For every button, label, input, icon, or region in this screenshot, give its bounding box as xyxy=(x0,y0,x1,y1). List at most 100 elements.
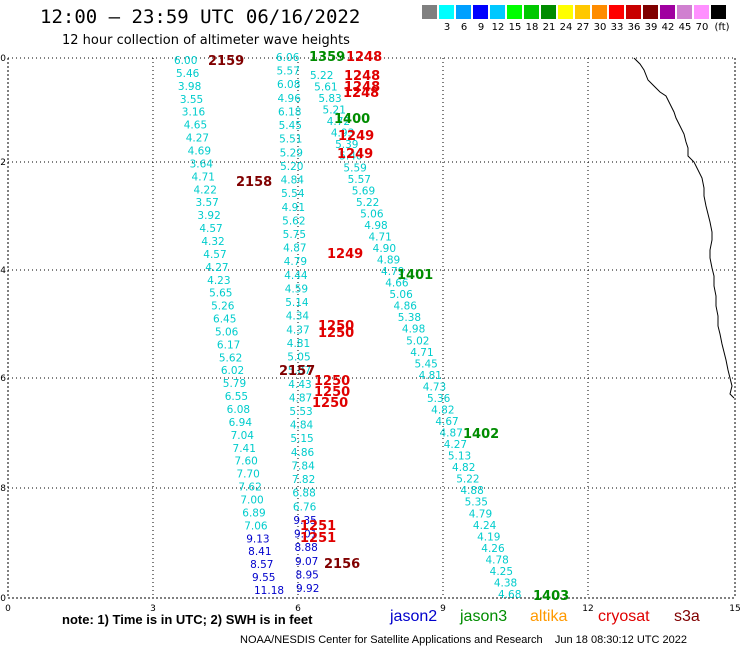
wave-height-value: 4.25 xyxy=(490,566,513,578)
satellite-name: jason2 xyxy=(390,608,438,625)
wave-height-value: 9.35 xyxy=(293,515,316,527)
wave-height-value: 7.70 xyxy=(236,469,259,481)
wave-height-value: 4.69 xyxy=(188,145,211,157)
pass-label: 1403 xyxy=(533,589,569,604)
legend-swatch xyxy=(660,5,675,19)
wave-height-value: 9.07 xyxy=(295,556,318,568)
legend-label: 12 xyxy=(491,22,505,33)
wave-height-value: 6.08 xyxy=(277,79,300,91)
wave-height-value: 9.55 xyxy=(252,572,275,584)
wave-height-value: 6.02 xyxy=(221,365,244,377)
wave-height-value: 5.14 xyxy=(285,297,309,309)
legend-label: 36 xyxy=(627,22,641,33)
legend-label: 45 xyxy=(678,22,692,33)
wave-height-value: 7.84 xyxy=(291,460,315,472)
satellite-name: s3a xyxy=(674,608,700,625)
pass-label: 2158 xyxy=(236,175,272,190)
wave-height-value: 6.94 xyxy=(229,417,253,429)
wave-height-value: 4.32 xyxy=(201,236,224,248)
wave-height-value: 5.57 xyxy=(348,174,371,186)
wave-height-value: 3.16 xyxy=(182,107,206,119)
wave-height-value: 5.05 xyxy=(287,352,310,364)
wave-height-value: 4.98 xyxy=(402,324,425,336)
wave-height-value: 5.06 xyxy=(360,208,384,220)
wave-height-value: 4.86 xyxy=(394,301,418,313)
legend-swatch xyxy=(541,5,556,19)
credit-line: NOAA/NESDIS Center for Satellite Applica… xyxy=(240,634,687,646)
wave-height-value: 5.40 xyxy=(339,151,362,163)
wave-height-value: 4.78 xyxy=(485,554,508,566)
wave-height-value: 5.15 xyxy=(290,433,313,445)
wave-height-value: 9.01 xyxy=(294,529,317,541)
pass-label: 1248 xyxy=(344,69,380,84)
wave-height-value: 4.79 xyxy=(381,266,404,278)
pass-label: 2159 xyxy=(208,54,244,69)
wave-height-value: 5.83 xyxy=(318,93,341,105)
wave-height-value: 7.00 xyxy=(240,495,263,507)
legend-swatch xyxy=(524,5,539,19)
wave-height-value: 4.71 xyxy=(368,231,391,243)
wave-height-value: 5.61 xyxy=(314,82,337,94)
wave-height-value: 4.96 xyxy=(278,93,302,105)
legend-swatch xyxy=(643,5,658,19)
map-subtitle: 12 hour collection of altimeter wave hei… xyxy=(62,33,350,48)
wave-height-value: 4.57 xyxy=(199,223,222,235)
wave-height-value: 9.92 xyxy=(296,583,319,595)
x-tick-label: 15 xyxy=(729,604,740,614)
legend-label: 70 xyxy=(695,22,709,33)
wave-height-value: 8.95 xyxy=(295,569,318,581)
wave-height-value: 5.65 xyxy=(209,288,232,300)
wave-height-value: 4.27 xyxy=(205,262,228,274)
wave-height-value: 4.44 xyxy=(284,270,308,282)
legend-label: 15 xyxy=(508,22,522,33)
y-tick-label: -26 xyxy=(0,374,6,384)
wave-height-value: 6.76 xyxy=(293,501,317,513)
wave-height-value: 4.93 xyxy=(331,128,354,140)
legend-swatch xyxy=(456,5,471,19)
wave-height-value: 4.81 xyxy=(287,338,310,350)
legend-swatch xyxy=(609,5,624,19)
wave-height-value: 4.98 xyxy=(364,220,387,232)
x-tick-label: 3 xyxy=(150,604,156,614)
wave-height-value: 4.34 xyxy=(286,311,310,323)
wave-height-value: 5.59 xyxy=(343,162,366,174)
pass-label: 1249 xyxy=(338,129,374,144)
pass-labels: 2159 2158 2157 2156 1359 1400 1401 1402 1403 1248… xyxy=(208,50,569,604)
legend-label: 30 xyxy=(593,22,607,33)
wave-height-value: 6.08 xyxy=(227,404,250,416)
pass-label: 2156 xyxy=(324,557,360,572)
wave-height-value: 4.71 xyxy=(410,347,433,359)
wave-height-value: 4.24 xyxy=(473,520,497,532)
wave-height-value: 3.98 xyxy=(178,81,201,93)
wave-height-value: 6.55 xyxy=(225,391,248,403)
pass-label: 1250 xyxy=(314,385,350,400)
wave-height-value: 5.51 xyxy=(279,134,302,146)
wave-height-value: 5.38 xyxy=(398,312,421,324)
wave-height-value: 7.60 xyxy=(234,456,257,468)
y-tick-label: -22 xyxy=(0,158,6,168)
wave-height-value: 4.88 xyxy=(460,485,483,497)
wave-height-value: 4.27 xyxy=(444,439,467,451)
footer-note: note: 1) Time is in UTC; 2) SWH is in fe… xyxy=(62,612,313,627)
legend-label: 6 xyxy=(460,22,468,33)
legend-label: 3 xyxy=(443,22,451,33)
legend-swatch xyxy=(592,5,607,19)
x-tick-label: 6 xyxy=(295,604,301,614)
legend-swatch xyxy=(490,5,505,19)
wave-height-value: 6.45 xyxy=(213,314,236,326)
wave-height-value: 5.39 xyxy=(335,139,358,151)
wave-height-value: 7.62 xyxy=(238,482,261,494)
legend-swatch xyxy=(473,5,488,19)
legend-label: 39 xyxy=(644,22,658,33)
legend-swatch xyxy=(439,5,454,19)
satellite-name: altika xyxy=(530,608,568,625)
wave-height-value: 4.68 xyxy=(498,589,521,601)
wave-height-value: 5.45 xyxy=(279,120,302,132)
wave-height-value: 5.02 xyxy=(406,335,429,347)
satellite-name: cryosat xyxy=(598,608,650,625)
wave-height-value: 7.41 xyxy=(233,443,256,455)
wave-height-value: 5.57 xyxy=(277,66,300,78)
wave-height-value: 5.35 xyxy=(465,497,488,509)
wave-height-value: 5.13 xyxy=(448,451,471,463)
pass-label: 1248 xyxy=(344,80,380,95)
